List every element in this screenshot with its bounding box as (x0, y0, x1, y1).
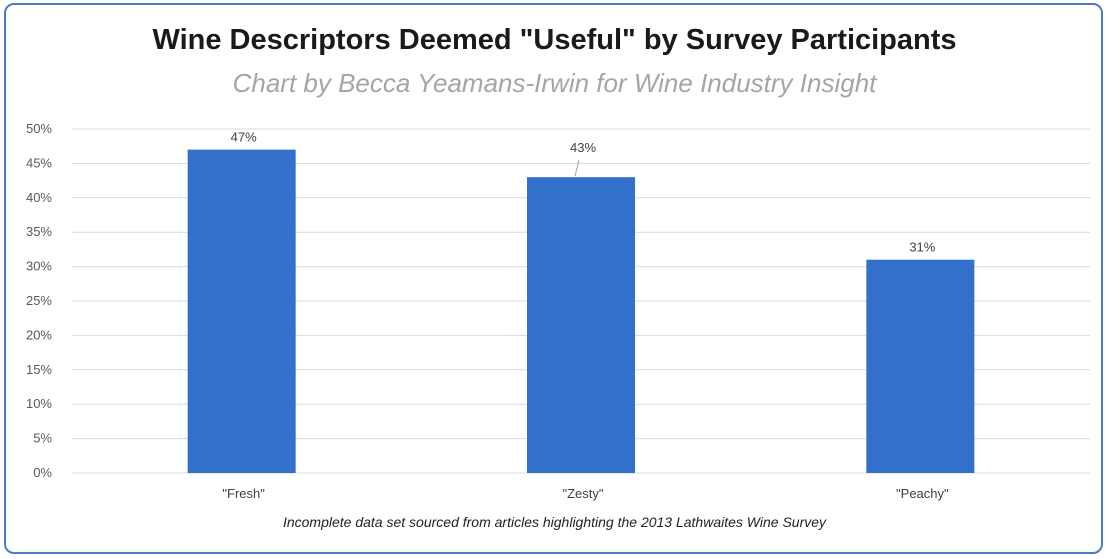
y-tick-label: 40% (26, 190, 52, 205)
data-label: 47% (231, 130, 257, 145)
data-label: 43% (570, 140, 596, 155)
y-tick-label: 25% (26, 293, 52, 308)
y-tick-label: 0% (33, 465, 52, 480)
y-tick-label: 20% (26, 327, 52, 342)
x-category-label: "Zesty" (562, 486, 603, 501)
chart-subtitle: Chart by Becca Yeamans-Irwin for Wine In… (232, 68, 877, 98)
data-label-leader (574, 160, 580, 177)
y-tick-label: 10% (26, 396, 52, 411)
y-tick-label: 30% (26, 259, 52, 274)
data-label: 31% (909, 240, 935, 255)
y-tick-label: 50% (26, 121, 52, 136)
chart-title: Wine Descriptors Deemed "Useful" by Surv… (152, 24, 957, 56)
x-category-label: "Peachy" (896, 486, 949, 501)
bar-1 (527, 177, 635, 473)
bar-2 (866, 259, 975, 473)
x-category-label: "Fresh" (222, 486, 265, 501)
y-tick-label: 45% (26, 155, 52, 170)
y-tick-label: 15% (26, 362, 52, 377)
chart-footnote: Incomplete data set sourced from article… (282, 514, 827, 530)
y-tick-label: 35% (26, 224, 52, 239)
bar-0 (187, 149, 296, 473)
y-tick-label: 5% (33, 431, 52, 446)
